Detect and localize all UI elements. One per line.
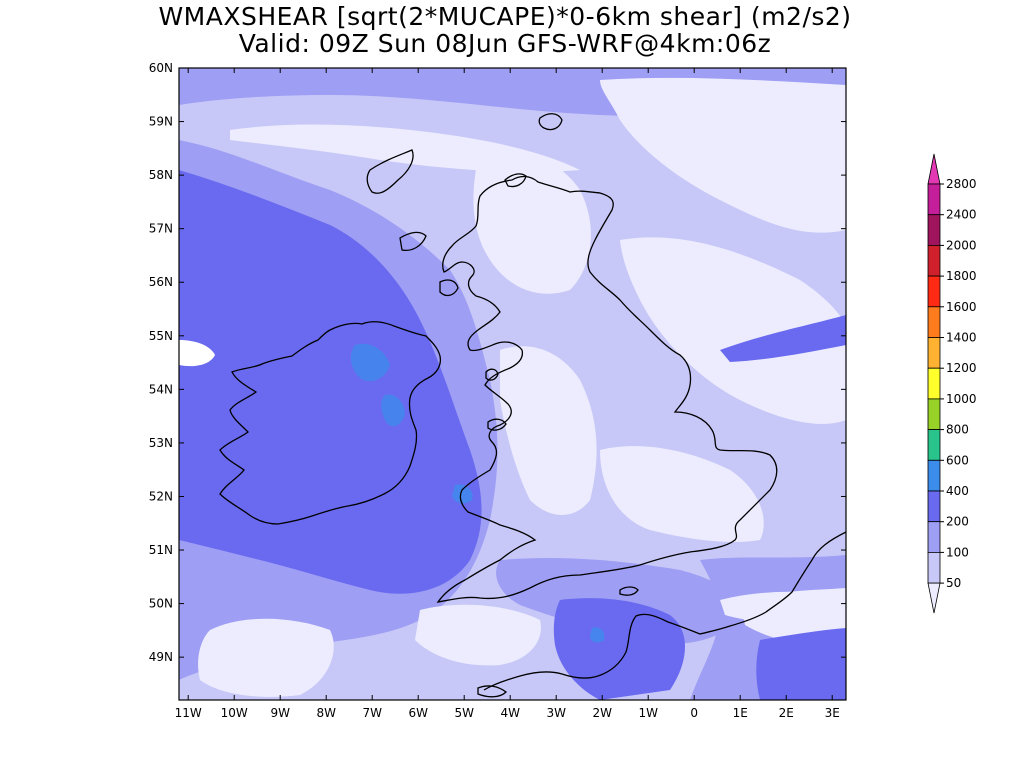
lat-tick-label: 51N [149,543,173,557]
colorbar-bottom-arrow [927,582,941,614]
lon-tick-label: 0 [690,706,698,720]
lon-tick-label: 2W [592,706,612,720]
colorbar-label: 1000 [946,392,977,406]
france-coast [483,531,846,691]
shear-field [179,68,846,700]
lon-tick-label: 2E [779,706,794,720]
colorbar-top-arrow [927,153,941,185]
lat-tick-label: 59N [149,115,173,129]
colorbar-swatch [927,521,941,553]
field-below-50-england [500,346,597,515]
colorbar-label: 800 [946,423,969,437]
lat-tick-label: 58N [149,168,173,182]
lat-tick-label: 52N [149,489,173,503]
field-200-400-belgium [756,628,846,700]
colorbar-swatch [927,490,941,523]
great-britain-coast [436,175,778,603]
colorbar-label: 1200 [946,361,977,375]
colorbar-label: 50 [946,576,961,590]
field-below-50-dover [720,591,846,624]
latitude-axis: 60N 59N 58N 57N 56N 55N 54N 53N 52N 51N 50N 49N [149,61,846,664]
isle-of-man-coast [485,368,499,381]
colorbar-swatch [927,429,941,461]
lon-tick-label: 3W [546,706,566,720]
colorbar-swatch [927,367,941,400]
field-200-400-brittany [553,598,685,700]
lon-tick-label: 1E [733,706,748,720]
field-below-50-east-england [600,446,764,542]
field-200-400-north-sea-streak [720,315,846,362]
brittany-tip-coast [477,685,507,698]
orkney-coast [504,173,527,188]
colorbar-label: 1400 [946,331,977,345]
lat-tick-label: 56N [149,275,173,289]
shetland-coast [538,113,563,131]
lon-tick-label: 11W [175,706,202,720]
lat-tick-label: 54N [149,382,173,396]
field-400-600-channel-islands [590,627,605,643]
map-subtitle: Valid: 09Z Sun 08Jun GFS-WRF@4km:06z [238,29,772,58]
colorbar-swatch [927,306,941,338]
colorbar-label: 400 [946,484,969,498]
colorbar-swatch [927,214,941,246]
colorbar-swatch [927,459,941,492]
lat-tick-label: 53N [149,436,173,450]
colorbar-label: 2400 [946,208,977,222]
lat-tick-label: 49N [149,650,173,664]
lon-tick-label: 4W [500,706,520,720]
field-below-50-north-sea [620,237,846,424]
colorbar-swatch [927,552,941,584]
colorbar-label: 600 [946,453,969,467]
isle-of-wight-coast [619,586,639,596]
field-below-50-atlantic-spot [179,340,215,367]
field-below-50-southwest [198,618,334,697]
lon-tick-label: 9W [270,706,290,720]
map-frame [178,67,847,701]
lon-tick-label: 6W [408,706,428,720]
lon-tick-label: 5W [454,706,474,720]
colorbar-swatch [927,244,941,277]
lon-tick-label: 8W [316,706,336,720]
field-200-400-southwest [179,380,460,547]
field-below-50-northeast [600,77,846,233]
colorbar-label: 200 [946,515,969,529]
field-400-600-wales [452,484,473,504]
colorbar: 2800 2400 2000 1800 1600 1400 1200 1000 800 600 40… [927,153,977,614]
lat-tick-label: 55N [149,329,173,343]
lon-tick-label: 3E [825,706,840,720]
outer-hebrides-coast [366,149,414,194]
colorbar-label: 1600 [946,300,977,314]
colorbar-swatch [927,275,941,308]
colorbar-label: 1800 [946,269,977,283]
field-below-50-scotland [473,149,591,294]
map-title: WMAXSHEAR [sqrt(2*MUCAPE)*0-6km shear] (… [158,2,852,31]
ireland-coast [219,321,442,525]
lat-tick-label: 50N [149,597,173,611]
colorbar-label: 2000 [946,238,977,252]
colorbar-label: 100 [946,545,969,559]
anglesey-coast [487,418,507,431]
lon-tick-label: 1W [638,706,658,720]
inner-hebrides-coast [399,231,427,252]
colorbar-swatch [927,183,941,216]
islay-coast [439,279,459,297]
colorbar-swatch [927,398,941,430]
colorbar-label: 2800 [946,177,977,191]
field-400-600-ireland-east [381,394,405,427]
longitude-axis: 11W 10W 9W 8W 7W 6W 5W 4W 3W 2W 1W 0 1E 2E 3E [175,68,840,720]
coastlines [219,113,846,698]
field-400-600-ulster [350,343,390,382]
lon-tick-label: 10W [221,706,248,720]
field-below-50-celtic-sea [415,604,541,666]
lat-tick-label: 60N [149,61,173,75]
colorbar-swatch [927,337,941,369]
lon-tick-label: 7W [362,706,382,720]
lat-tick-label: 57N [149,222,173,236]
